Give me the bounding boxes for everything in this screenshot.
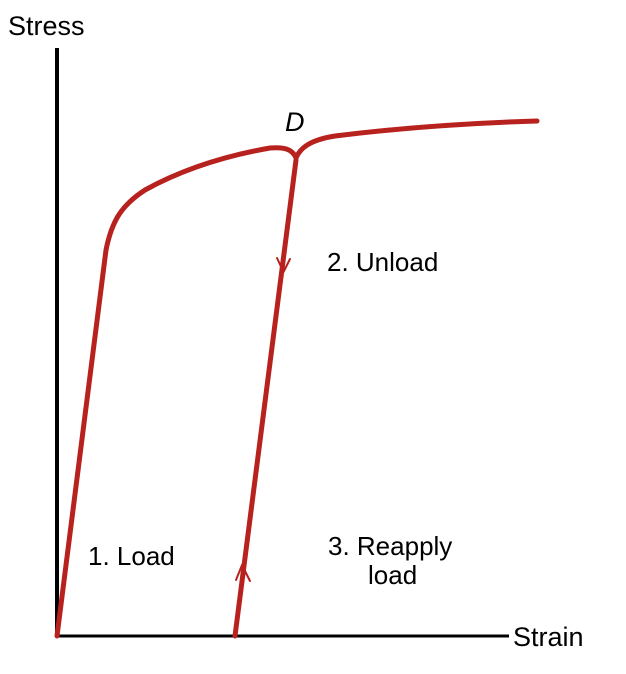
y-axis-label: Stress [8, 11, 85, 41]
load-label: 1. Load [88, 541, 175, 571]
unload-arrow-icon [276, 257, 291, 273]
reapply-label-line2: load [368, 560, 417, 590]
point-d-label: D [285, 107, 305, 137]
unload-reload-line [232, 157, 299, 639]
reapply-label-line1: 3. Reapply [328, 531, 452, 561]
x-axis-label: Strain [513, 622, 584, 652]
reload-arrow-icon [235, 564, 251, 582]
unload-label: 2. Unload [327, 247, 438, 277]
loading-curve [54, 118, 540, 639]
